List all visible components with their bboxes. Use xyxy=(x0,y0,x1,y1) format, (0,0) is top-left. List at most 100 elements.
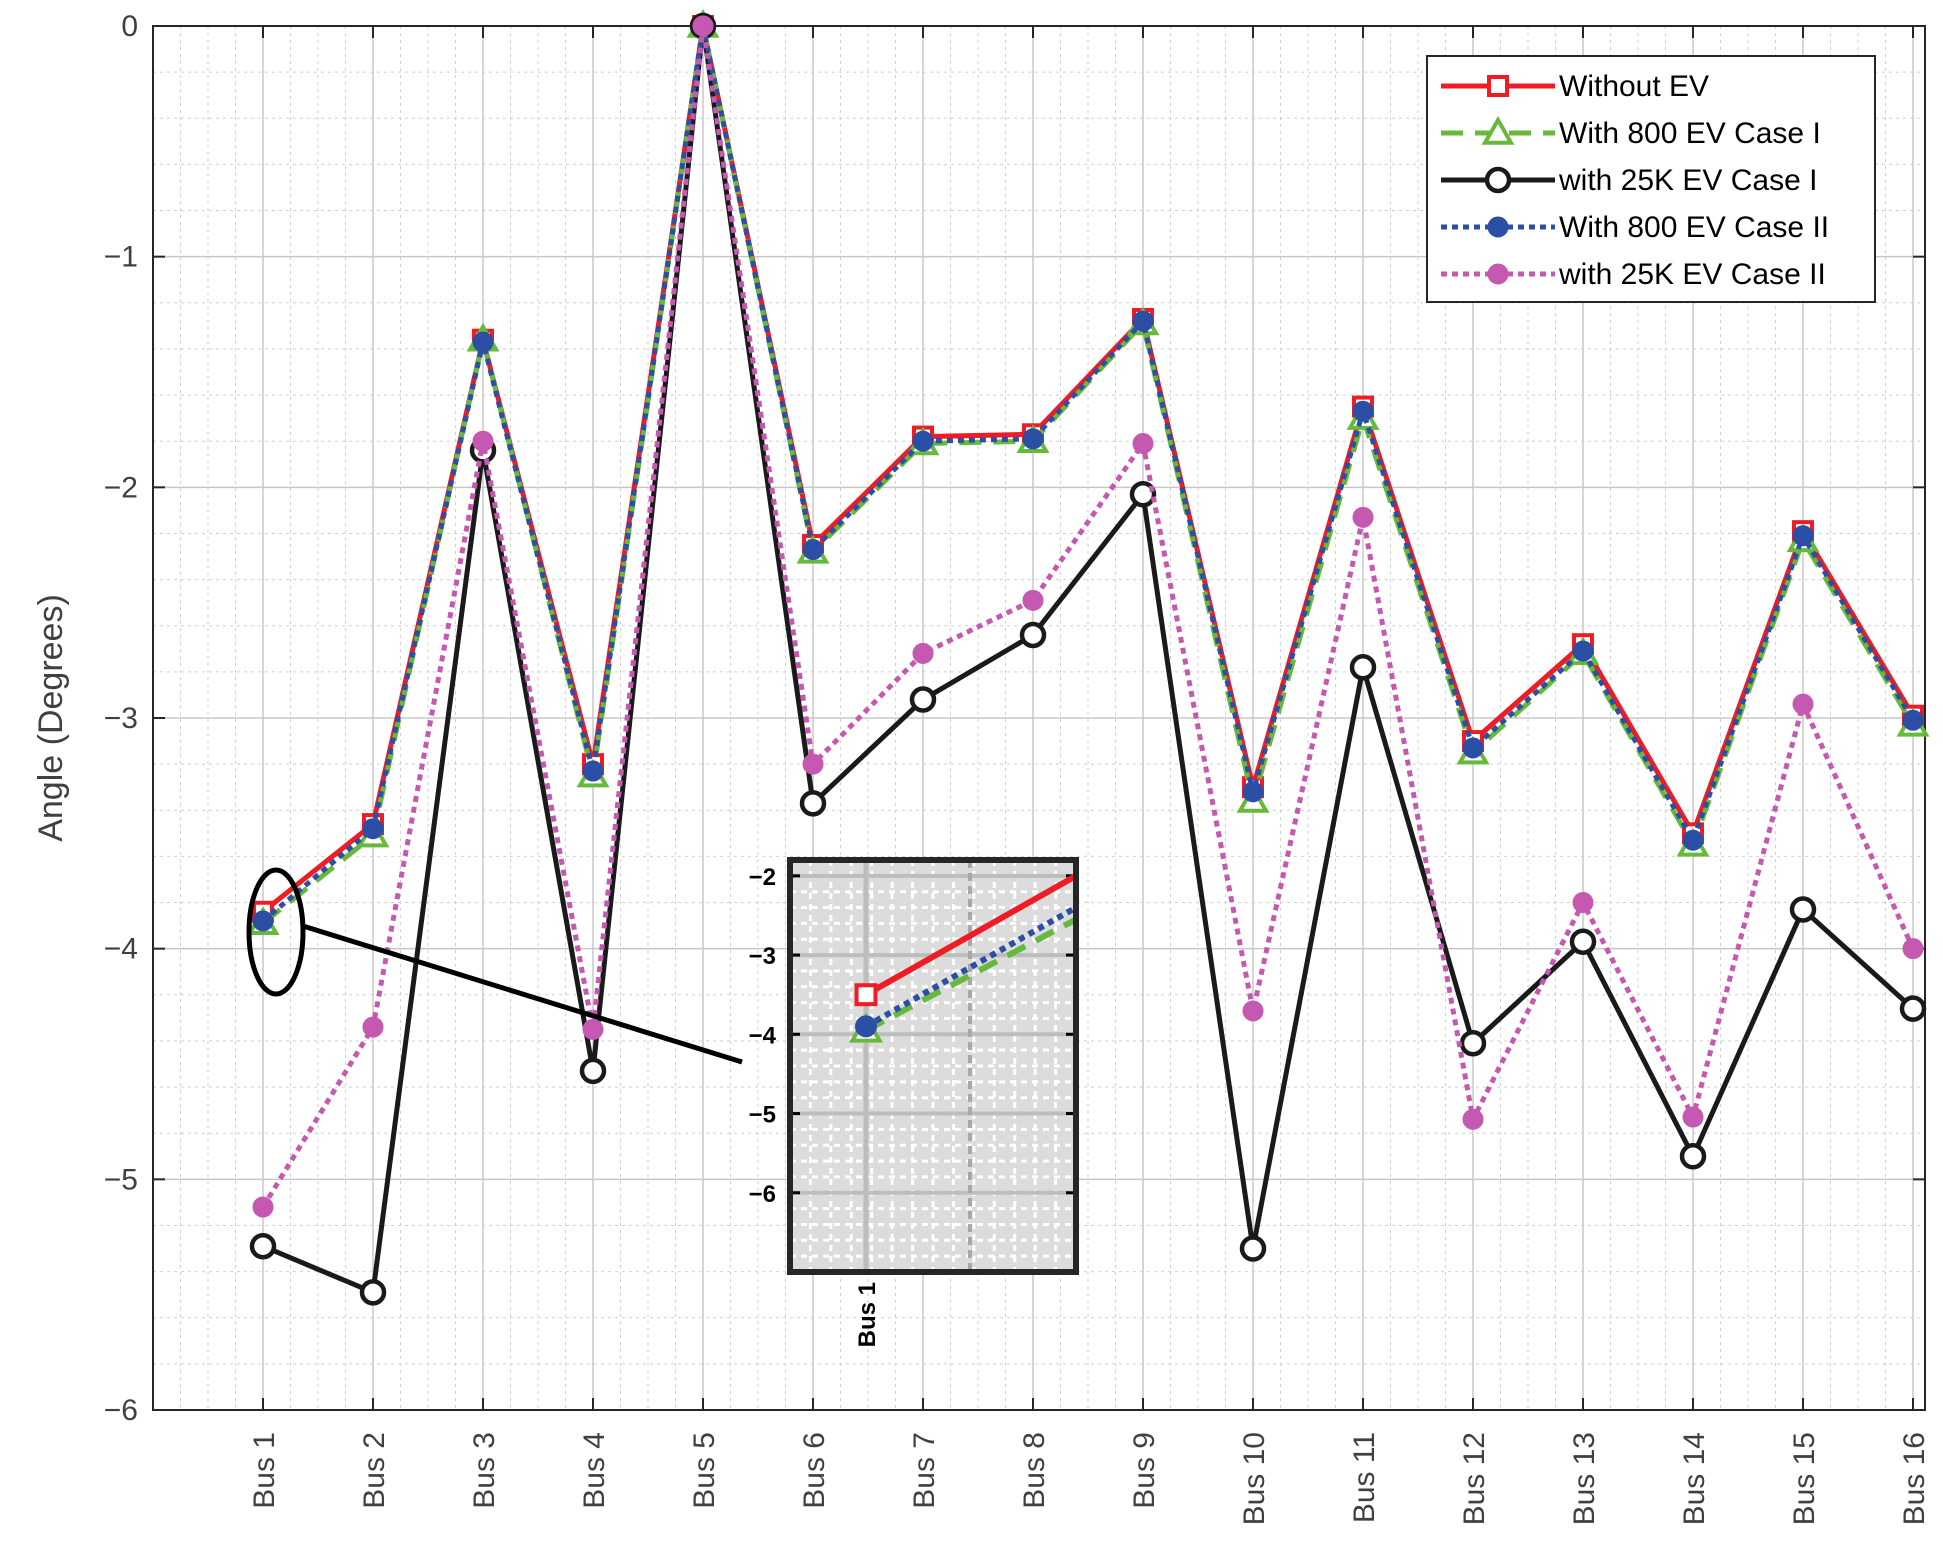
marker-dot xyxy=(472,331,494,353)
marker-dot xyxy=(1132,433,1154,455)
x-tick-label: Bus 5 xyxy=(688,1432,721,1509)
x-tick-label: Bus 7 xyxy=(908,1432,941,1509)
marker-dot xyxy=(912,430,934,452)
marker-dot xyxy=(1022,428,1044,450)
inset-y-tick-label: −3 xyxy=(749,943,776,970)
inset-series-line xyxy=(864,916,1078,1033)
marker-dot xyxy=(1242,781,1264,803)
zoom-ellipse xyxy=(246,867,306,997)
marker-dot xyxy=(582,760,604,782)
marker-square xyxy=(854,983,878,1007)
x-tick-label: Bus 6 xyxy=(798,1432,831,1509)
marker-circle xyxy=(1484,166,1512,194)
marker-circle xyxy=(1459,1029,1487,1057)
series-5 xyxy=(252,15,1924,1218)
legend-label: with 25K EV Case I xyxy=(1558,164,1817,197)
marker-dot xyxy=(1572,892,1594,914)
marker-circle xyxy=(1679,1143,1707,1170)
inset-y-tick-label: −4 xyxy=(749,1022,777,1049)
marker-dot xyxy=(1487,216,1509,238)
legend-label: with 25K EV Case II xyxy=(1558,258,1826,291)
legend-item: With 800 EV Case I xyxy=(1441,115,1821,150)
legend-label: Without EV xyxy=(1559,70,1709,103)
marker-dot xyxy=(1902,709,1924,731)
legend-label: With 800 EV Case I xyxy=(1559,117,1821,150)
marker-dot xyxy=(1902,938,1924,960)
y-tick-label: −1 xyxy=(104,241,138,274)
x-tick-label: Bus 14 xyxy=(1678,1432,1711,1525)
marker-circle xyxy=(1239,1235,1267,1262)
marker-triangle xyxy=(1481,115,1515,145)
marker-dot xyxy=(1462,737,1484,759)
y-tick-label: −5 xyxy=(104,1163,138,1196)
inset-series-3 xyxy=(855,904,1078,1038)
marker-dot xyxy=(472,430,494,452)
marker-circle xyxy=(1899,995,1927,1022)
marker-circle xyxy=(249,1232,277,1260)
x-tick-label: Bus 1 xyxy=(248,1432,281,1509)
marker-dot xyxy=(1132,310,1154,332)
x-tick-label: Bus 4 xyxy=(578,1432,611,1509)
marker-circle xyxy=(579,1057,607,1085)
x-axis: Bus 1 Bus 2 Bus 3 Bus 4 Bus 5 Bus 6 Bus 7 Bus 8… xyxy=(248,26,1931,1525)
series-group xyxy=(246,8,1930,1306)
inset-series-line xyxy=(864,904,1078,1029)
series-3 xyxy=(249,12,1927,1306)
marker-dot xyxy=(802,539,824,561)
marker-dot xyxy=(1572,640,1594,662)
inset-frame xyxy=(787,857,1079,1275)
x-tick-label: Bus 9 xyxy=(1128,1432,1161,1509)
x-tick-label: Bus 16 xyxy=(1898,1432,1931,1525)
x-tick-label: Bus 11 xyxy=(1348,1432,1381,1523)
marker-dot xyxy=(252,1196,274,1218)
y-axis: 0 −1 −2 −3 −4 −5 −6 xyxy=(104,10,1925,1427)
marker-dot xyxy=(362,818,384,840)
x-tick-label: Bus 3 xyxy=(468,1432,501,1509)
legend-item: with 25K EV Case I xyxy=(1441,164,1817,197)
marker-dot xyxy=(1242,1000,1264,1022)
marker-circle xyxy=(1789,896,1817,923)
y-tick-label: 0 xyxy=(121,10,138,43)
marker-circle xyxy=(1129,481,1157,508)
marker-circle xyxy=(799,790,827,817)
legend: Without EV With 800 EV Case I with 25K EV … xyxy=(1426,55,1876,303)
inset-y-tick-label: −2 xyxy=(749,864,776,891)
marker-circle xyxy=(909,686,937,713)
x-tick-label: Bus 15 xyxy=(1788,1432,1821,1525)
marker-dot xyxy=(582,1018,604,1040)
marker-dot xyxy=(362,1016,384,1038)
marker-dot xyxy=(802,753,824,775)
series-4 xyxy=(252,15,1924,932)
marker-dot xyxy=(1352,400,1374,422)
marker-dot xyxy=(692,15,714,37)
x-tick-label: Bus 10 xyxy=(1238,1432,1271,1525)
marker-dot xyxy=(252,910,274,932)
marker-circle xyxy=(1019,621,1047,649)
marker-dot xyxy=(1682,829,1704,851)
x-tick-label: Bus 2 xyxy=(358,1432,391,1509)
marker-dot xyxy=(1792,693,1814,715)
marker-dot xyxy=(1792,525,1814,547)
series-line xyxy=(262,23,1915,1295)
marker-dot xyxy=(1352,506,1374,528)
marker-square xyxy=(1487,75,1509,97)
x-tick-label: Bus 12 xyxy=(1458,1432,1491,1525)
marker-dot xyxy=(912,642,934,664)
y-tick-label: −3 xyxy=(104,702,138,735)
y-tick-label: −2 xyxy=(104,471,138,504)
zoom-callout xyxy=(246,867,743,1065)
series-line xyxy=(261,23,1916,923)
inset-y-tick-label: −5 xyxy=(749,1102,776,1129)
marker-dot xyxy=(1682,1106,1704,1128)
legend-label: With 800 EV Case II xyxy=(1559,211,1829,244)
y-tick-label: −4 xyxy=(104,933,138,966)
marker-dot xyxy=(855,1015,877,1038)
marker-dot xyxy=(1022,589,1044,611)
legend-item: with 25K EV Case II xyxy=(1441,258,1826,291)
legend-item: Without EV xyxy=(1441,70,1709,103)
inset-x-tick-label: Bus 1 xyxy=(854,1282,881,1347)
marker-dot xyxy=(1462,1108,1484,1130)
zoom-inset: −2 −3 −4 −5 −6 Bus 1 xyxy=(749,857,1079,1347)
y-tick-label: −6 xyxy=(104,1394,138,1427)
